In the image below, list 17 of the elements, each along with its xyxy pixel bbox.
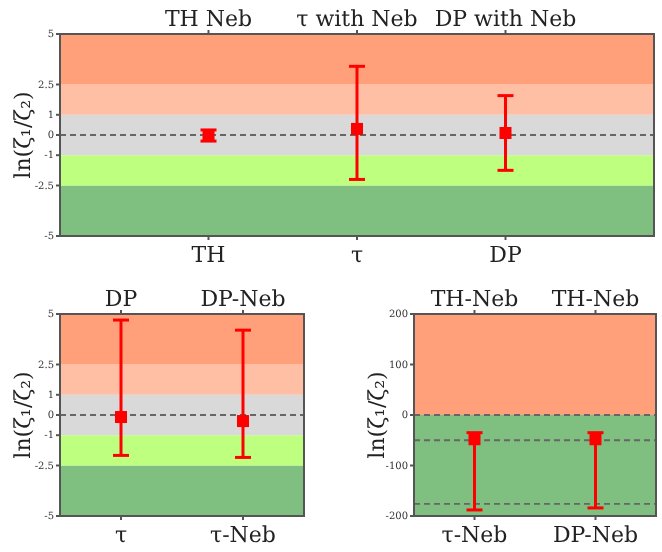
x-tick-label: DP-Neb bbox=[552, 522, 639, 548]
y-axis-title: ln(ζ₁/ζ₂) bbox=[10, 91, 36, 179]
x-tick-label: TH bbox=[191, 242, 226, 268]
x-tick-label: τ-Neb bbox=[210, 522, 276, 548]
x-tick-label: τ-Neb bbox=[441, 522, 508, 548]
x-tick-label: τ bbox=[350, 242, 364, 268]
text: DP-Neb bbox=[200, 286, 286, 312]
x-tick-label: DP bbox=[489, 242, 523, 268]
x-tick-label: τ bbox=[114, 522, 128, 548]
text: TH-Neb bbox=[430, 286, 519, 312]
text: TH-Neb bbox=[551, 286, 640, 312]
text: TH Neb bbox=[164, 6, 253, 32]
y-axis-title: ln(ζ₁/ζ₂) bbox=[10, 371, 36, 459]
text: τ with Neb bbox=[296, 6, 418, 32]
text: DP bbox=[104, 286, 139, 312]
text: DP with Neb bbox=[434, 6, 577, 32]
y-axis-title: ln(ζ₁/ζ₂) bbox=[364, 371, 390, 459]
